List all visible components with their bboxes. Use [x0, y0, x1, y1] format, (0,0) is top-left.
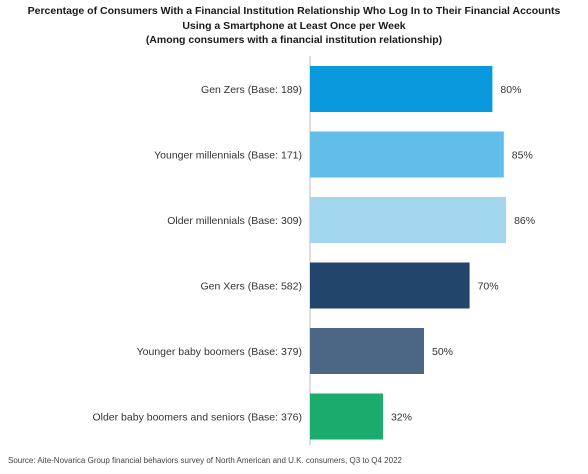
- category-label-4: Younger baby boomers (Base: 379): [137, 346, 302, 358]
- value-label-2: 86%: [514, 215, 535, 227]
- category-label-2: Older millennials (Base: 309): [167, 215, 302, 227]
- chart-title: Percentage of Consumers With a Financial…: [0, 4, 588, 48]
- chart-title-line-2: Using a Smartphone at Least Once per Wee…: [182, 19, 406, 32]
- value-label-5: 32%: [391, 412, 412, 424]
- bar-2: [310, 197, 507, 243]
- value-label-1: 85%: [512, 150, 533, 162]
- bar-1: [310, 131, 504, 178]
- bar-5: [310, 393, 383, 440]
- category-label-0: Gen Zers (Base: 189): [201, 84, 302, 96]
- bar-0: [310, 66, 493, 112]
- category-label-3: Gen Xers (Base: 582): [200, 281, 302, 293]
- category-label-5: Older baby boomers and seniors (Base: 37…: [92, 412, 302, 424]
- source-note: Source: Aite-Novarica Group financial be…: [8, 456, 402, 465]
- category-label-1: Younger millennials (Base: 171): [154, 150, 302, 162]
- value-label-4: 50%: [432, 346, 453, 358]
- value-label-0: 80%: [500, 84, 521, 96]
- chart-title-line-3: (Among consumers with a financial instit…: [145, 34, 443, 46]
- value-label-3: 70%: [478, 281, 499, 293]
- chart-title-line-1: Percentage of Consumers With a Financial…: [27, 5, 561, 17]
- bar-3: [310, 262, 470, 309]
- bar-4: [310, 328, 424, 374]
